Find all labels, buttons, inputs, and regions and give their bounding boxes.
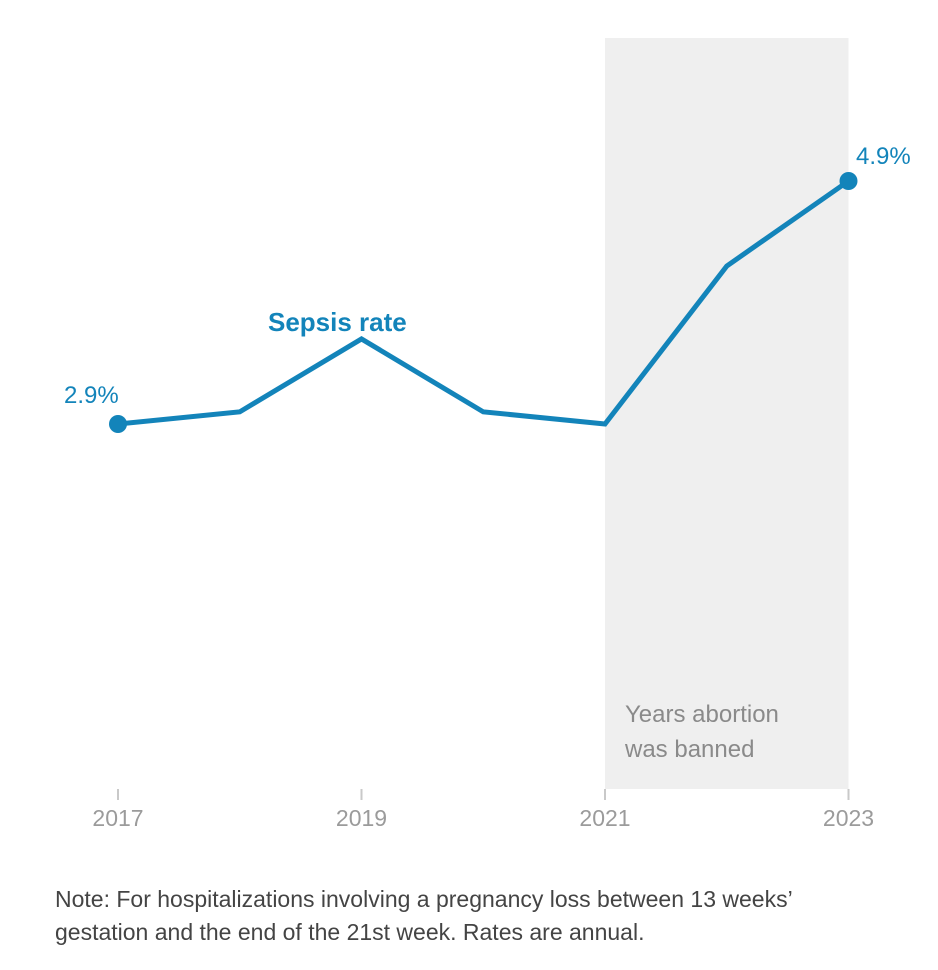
value-label-2023: 4.9% [856, 143, 911, 170]
x-axis-ticks [117, 789, 850, 800]
band-label-line-1: Years abortion [625, 701, 779, 728]
chart-note-line-2: gestation and the end of the 21st week. … [55, 919, 645, 945]
x-axis-label: 2023 [823, 805, 874, 831]
banned-years-band [605, 38, 849, 789]
x-axis-label: 2021 [579, 805, 630, 831]
data-point-2017 [109, 415, 127, 433]
value-label-2017: 2.9% [64, 382, 119, 409]
series-label: Sepsis rate [268, 307, 407, 337]
chart-note-line-1: Note: For hospitalizations involving a p… [55, 886, 793, 912]
x-axis-label: 2019 [336, 805, 387, 831]
x-axis-label: 2017 [92, 805, 143, 831]
chart-note: Note: For hospitalizations involving a p… [55, 883, 793, 949]
sepsis-rate-line [117, 178, 850, 427]
line-chart-canvas: 2017 2019 2021 2023 2.9% 4.9% Sepsis rate Y… [64, 38, 911, 831]
data-point-2023 [839, 172, 858, 190]
x-axis-labels: 2017 2019 2021 2023 [92, 805, 874, 831]
band-label-line-2: was banned [624, 736, 754, 763]
